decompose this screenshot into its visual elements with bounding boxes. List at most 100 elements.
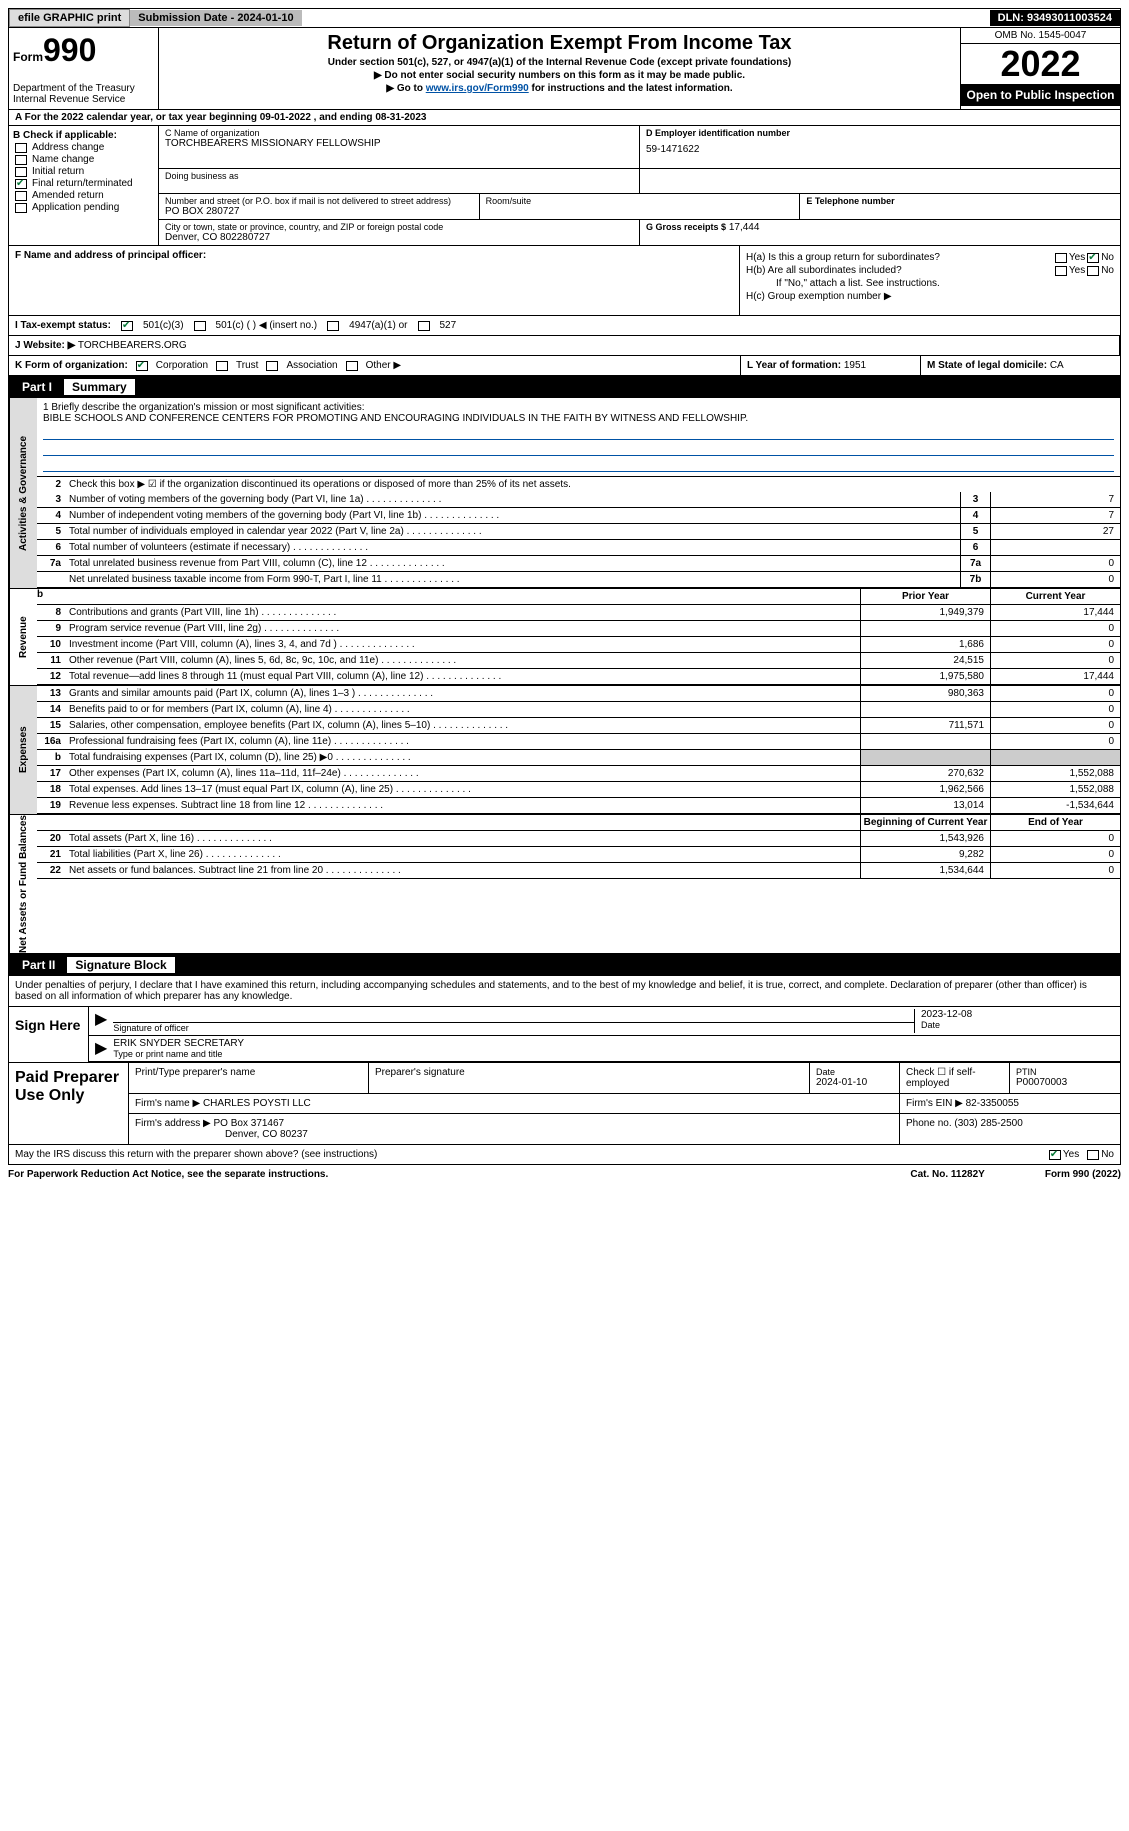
form-title: Return of Organization Exempt From Incom… — [163, 32, 956, 55]
website-value: TORCHBEARERS.ORG — [75, 340, 186, 351]
summary-line: 10Investment income (Part VIII, column (… — [37, 637, 1120, 653]
ptin-value: P00070003 — [1016, 1077, 1114, 1088]
end-year-header: End of Year — [990, 815, 1120, 830]
subtitle-2: ▶ Do not enter social security numbers o… — [163, 70, 956, 81]
4947-checkbox[interactable] — [327, 321, 339, 331]
h-c-label: H(c) Group exemption number ▶ — [746, 291, 892, 302]
arrow-icon: ▶ — [95, 1009, 113, 1033]
line-2-text: Check this box ▶ ☑ if the organization d… — [65, 477, 1120, 492]
paid-preparer-label: Paid Preparer Use Only — [9, 1063, 129, 1144]
beginning-year-header: Beginning of Current Year — [860, 815, 990, 830]
subtitle-1: Under section 501(c), 527, or 4947(a)(1)… — [163, 57, 956, 68]
checkbox-item[interactable]: Initial return — [13, 166, 154, 177]
department-label: Department of the Treasury — [13, 83, 154, 94]
assoc-checkbox[interactable] — [266, 361, 278, 371]
vtab-revenue: Revenue — [9, 589, 37, 685]
summary-line: 19Revenue less expenses. Subtract line 1… — [37, 798, 1120, 814]
row-k-org-form: K Form of organization: Corporation Trus… — [8, 356, 1121, 376]
summary-line: 22Net assets or fund balances. Subtract … — [37, 863, 1120, 879]
trust-checkbox[interactable] — [216, 361, 228, 371]
self-employed-check: Check ☐ if self-employed — [900, 1063, 1010, 1093]
principal-officer-label: F Name and address of principal officer: — [15, 250, 733, 261]
checkbox-item[interactable]: Final return/terminated — [13, 178, 154, 189]
summary-line: 8Contributions and grants (Part VIII, li… — [37, 605, 1120, 621]
cat-number: Cat. No. 11282Y — [910, 1169, 984, 1180]
form-number: Form990 — [13, 32, 154, 69]
vtab-net-assets: Net Assets or Fund Balances — [9, 815, 37, 953]
may-yes-checkbox[interactable] — [1049, 1150, 1061, 1160]
officer-name-value: ERIK SNYDER SECRETARY — [113, 1038, 1114, 1049]
summary-line: 17Other expenses (Part IX, column (A), l… — [37, 766, 1120, 782]
summary-line: 5Total number of individuals employed in… — [37, 524, 1120, 540]
form-header: Form990 Department of the Treasury Inter… — [8, 28, 1121, 110]
identity-block: B Check if applicable: Address changeNam… — [8, 126, 1121, 246]
summary-line: 20Total assets (Part X, line 16)1,543,92… — [37, 831, 1120, 847]
summary-line: 15Salaries, other compensation, employee… — [37, 718, 1120, 734]
summary-line: 3Number of voting members of the governi… — [37, 492, 1120, 508]
501c-checkbox[interactable] — [194, 321, 206, 331]
may-no-checkbox[interactable] — [1087, 1150, 1099, 1160]
vtab-governance: Activities & Governance — [9, 398, 37, 588]
gross-receipts-value: 17,444 — [729, 222, 760, 233]
addr-label: Number and street (or P.O. box if mail i… — [165, 196, 473, 206]
checkbox-item[interactable]: Name change — [13, 154, 154, 165]
current-year-header: Current Year — [990, 589, 1120, 604]
row-i-tax-status: I Tax-exempt status: 501(c)(3) 501(c) ( … — [8, 316, 1121, 336]
527-checkbox[interactable] — [418, 321, 430, 331]
501c3-checkbox[interactable] — [121, 321, 133, 331]
page-footer: For Paperwork Reduction Act Notice, see … — [8, 1165, 1121, 1184]
subtitle-3: ▶ Go to www.irs.gov/Form990 for instruct… — [163, 83, 956, 94]
arrow-icon: ▶ — [95, 1038, 113, 1059]
col-b-checkboxes: B Check if applicable: Address changeNam… — [9, 126, 159, 245]
org-name-label: C Name of organization — [165, 128, 633, 138]
h-b-note: If "No," attach a list. See instructions… — [746, 278, 1114, 289]
summary-line: 11Other revenue (Part VIII, column (A), … — [37, 653, 1120, 669]
tax-year: 2022 — [961, 44, 1120, 84]
part-2-header: Part II Signature Block — [8, 954, 1121, 976]
summary-line: 14Benefits paid to or for members (Part … — [37, 702, 1120, 718]
prior-year-header: Prior Year — [860, 589, 990, 604]
addr-value: PO BOX 280727 — [165, 206, 473, 217]
preparer-name-label: Print/Type preparer's name — [129, 1063, 369, 1093]
form-version: Form 990 (2022) — [1045, 1169, 1121, 1180]
corp-checkbox[interactable] — [136, 361, 148, 371]
hb-yes-checkbox[interactable] — [1055, 266, 1067, 276]
org-name-value: TORCHBEARERS MISSIONARY FELLOWSHIP — [165, 138, 633, 149]
summary-line: 12Total revenue—add lines 8 through 11 (… — [37, 669, 1120, 685]
prep-date-value: 2024-01-10 — [816, 1077, 893, 1088]
topbar: efile GRAPHIC print Submission Date - 20… — [8, 8, 1121, 28]
state-domicile-value: CA — [1050, 360, 1064, 371]
summary-line: 4Number of independent voting members of… — [37, 508, 1120, 524]
ein-value: 59-1471622 — [646, 138, 1114, 155]
mission-text: BIBLE SCHOOLS AND CONFERENCE CENTERS FOR… — [43, 413, 1114, 424]
sig-officer-label: Signature of officer — [113, 1023, 914, 1033]
efile-print-button[interactable]: efile GRAPHIC print — [9, 9, 130, 27]
preparer-sig-label: Preparer's signature — [369, 1063, 810, 1093]
dln-value: DLN: 93493011003524 — [990, 10, 1120, 26]
submission-date: Submission Date - 2024-01-10 — [130, 10, 301, 26]
h-b-label: H(b) Are all subordinates included? — [746, 265, 1053, 276]
declaration-text: Under penalties of perjury, I declare th… — [9, 976, 1120, 1006]
summary-line: Net unrelated business taxable income fr… — [37, 572, 1120, 588]
firm-ein-value: 82-3350055 — [966, 1098, 1019, 1109]
other-checkbox[interactable] — [346, 361, 358, 371]
summary-line: 21Total liabilities (Part X, line 26)9,2… — [37, 847, 1120, 863]
checkbox-item[interactable]: Application pending — [13, 202, 154, 213]
checkbox-item[interactable]: Address change — [13, 142, 154, 153]
irs-label: Internal Revenue Service — [13, 94, 154, 105]
form990-link[interactable]: www.irs.gov/Form990 — [426, 83, 529, 94]
firm-phone-value: (303) 285-2500 — [954, 1118, 1022, 1129]
paperwork-notice: For Paperwork Reduction Act Notice, see … — [8, 1169, 910, 1180]
ha-no-checkbox[interactable] — [1087, 253, 1099, 263]
hb-no-checkbox[interactable] — [1087, 266, 1099, 276]
summary-line: 9Program service revenue (Part VIII, lin… — [37, 621, 1120, 637]
row-fh: F Name and address of principal officer:… — [8, 246, 1121, 316]
row-j-website: J Website: ▶ TORCHBEARERS.ORG — [8, 336, 1121, 356]
firm-city-value: Denver, CO 80237 — [135, 1129, 893, 1140]
h-a-label: H(a) Is this a group return for subordin… — [746, 252, 1053, 263]
part-1-header: Part I Summary — [8, 376, 1121, 398]
briefly-label: 1 Briefly describe the organization's mi… — [43, 402, 1114, 413]
ha-yes-checkbox[interactable] — [1055, 253, 1067, 263]
checkbox-item[interactable]: Amended return — [13, 190, 154, 201]
gross-receipts-label: G Gross receipts $ — [646, 222, 726, 232]
